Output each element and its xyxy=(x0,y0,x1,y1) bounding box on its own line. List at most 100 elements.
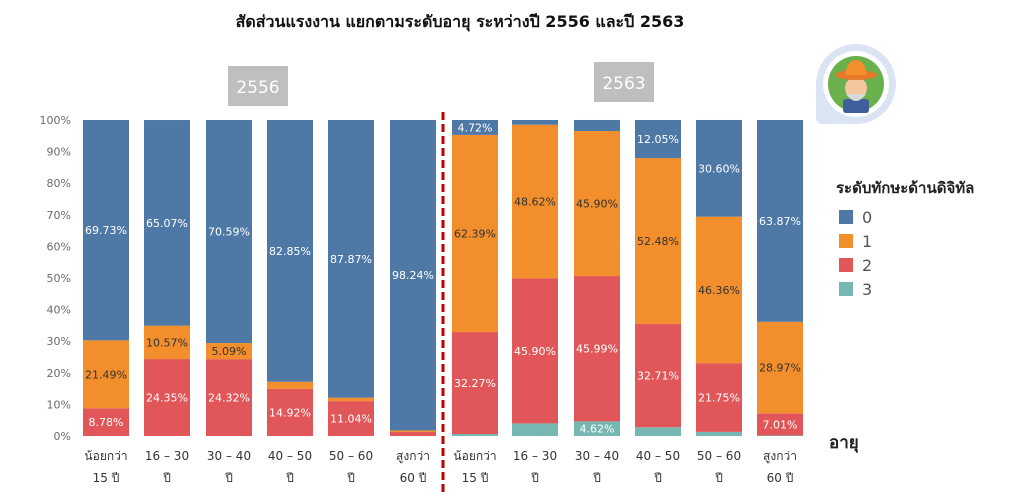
x-tick-label: ปี xyxy=(286,471,294,485)
bar-segment-level-0 xyxy=(206,120,252,344)
data-label: 21.49% xyxy=(85,368,127,381)
bar-segment-level-1 xyxy=(206,343,252,360)
data-label: 69.73% xyxy=(85,224,127,237)
data-label: 4.72% xyxy=(458,121,493,134)
data-label: 45.99% xyxy=(576,343,618,356)
y-tick-label: 80% xyxy=(47,177,71,190)
y-tick-label: 40% xyxy=(47,304,71,317)
bar-segment-level-0 xyxy=(696,119,742,217)
x-tick-label: 60 ปี xyxy=(400,471,427,485)
x-tick-label: ปี xyxy=(163,471,171,485)
bar-segment-level-2 xyxy=(635,323,681,428)
bar-segment-level-3 xyxy=(452,434,498,436)
x-tick-label: น้อยกว่า xyxy=(84,449,127,463)
data-label: 30.60% xyxy=(698,162,740,175)
data-label: 65.07% xyxy=(146,217,188,230)
y-tick-label: 10% xyxy=(47,398,71,411)
legend-swatch xyxy=(839,234,853,248)
bar-segment-level-2 xyxy=(328,401,374,436)
bar-segment-level-2 xyxy=(757,413,803,436)
bar-segment-level-0 xyxy=(574,119,620,132)
bar-segment-level-1 xyxy=(757,321,803,414)
data-label: 32.71% xyxy=(637,370,679,383)
x-tick-label: ปี xyxy=(225,471,233,485)
data-label: 12.05% xyxy=(637,133,679,146)
bar-segment-level-0 xyxy=(328,120,374,398)
legend-entry: 0 xyxy=(862,208,872,227)
data-label: 82.85% xyxy=(269,245,311,258)
bar-segment-level-0 xyxy=(452,120,498,135)
bar-segment-level-1 xyxy=(452,134,498,333)
legend-title: ระดับทักษะด้านดิจิทัล xyxy=(836,179,974,197)
data-label: 14.92% xyxy=(269,406,311,419)
bar-segment-level-2 xyxy=(144,359,190,436)
data-label: 10.57% xyxy=(146,336,188,349)
data-label: 11.04% xyxy=(330,413,372,426)
year-badge-2556-text: 2556 xyxy=(236,78,279,98)
x-tick-label: สูงกว่า xyxy=(763,449,797,464)
x-tick-label: สูงกว่า xyxy=(396,449,430,464)
year-badge-2563-text: 2563 xyxy=(602,74,645,94)
bar-segment-level-2 xyxy=(512,278,558,424)
bar-segment-level-2 xyxy=(696,363,742,432)
bar-segment-level-0 xyxy=(83,120,129,341)
y-tick-label: 70% xyxy=(47,209,71,222)
bar-segment-level-2 xyxy=(206,359,252,436)
bar-segment-level-0 xyxy=(390,120,436,431)
data-label: 21.75% xyxy=(698,392,740,405)
data-label: 4.62% xyxy=(580,423,615,436)
legend-swatch xyxy=(839,210,853,224)
legend: ระดับทักษะด้านดิจิทัล 0 1 2 3 xyxy=(836,179,974,299)
data-label: 32.27% xyxy=(454,377,496,390)
y-tick-label: 60% xyxy=(47,240,71,253)
bar-segment-level-0 xyxy=(757,120,803,322)
data-label: 45.90% xyxy=(514,345,556,358)
bar-segment-level-1 xyxy=(635,158,681,324)
data-label: 24.32% xyxy=(208,392,250,405)
bar-segment-level-1 xyxy=(83,340,129,409)
bar-segment-level-0 xyxy=(144,120,190,326)
x-tick-label: 15 ปี xyxy=(93,471,120,485)
bars xyxy=(83,119,803,436)
data-label: 52.48% xyxy=(637,235,679,248)
data-label: 48.62% xyxy=(514,196,556,209)
data-label: 63.87% xyxy=(759,215,801,228)
data-label: 62.39% xyxy=(454,227,496,240)
x-tick-label: 16 – 30 xyxy=(513,449,557,463)
data-label: 46.36% xyxy=(698,284,740,297)
y-tick-label: 0% xyxy=(54,430,71,443)
bar-segment-level-2 xyxy=(574,276,620,422)
bar-segment-level-3 xyxy=(574,421,620,436)
x-tick-label: 50 – 60 xyxy=(697,449,741,463)
legend-entry: 1 xyxy=(862,232,872,251)
farmer-avatar-icon xyxy=(816,44,896,124)
data-label: 45.90% xyxy=(576,198,618,211)
chart-title: สัดส่วนแรงงาน แยกตามระดับอายุ ระหว่างปี … xyxy=(236,12,685,32)
x-tick-label: 15 ปี xyxy=(462,471,489,485)
y-tick-label: 50% xyxy=(47,272,71,285)
x-tick-label: 50 – 60 xyxy=(329,449,373,463)
year-badge-2563: 2563 xyxy=(594,62,654,102)
data-label: 7.01% xyxy=(763,418,798,431)
legend-entry: 2 xyxy=(862,256,872,275)
legend-entry: 3 xyxy=(862,280,872,299)
x-tick-label: ปี xyxy=(347,471,355,485)
bar-segment-level-2 xyxy=(452,332,498,435)
x-tick-label: ปี xyxy=(654,471,662,485)
data-label: 5.09% xyxy=(212,345,247,358)
data-label: 70.59% xyxy=(208,226,250,239)
bar-segment-level-0 xyxy=(267,120,313,382)
legend-swatch xyxy=(839,258,853,272)
bar-segment-level-1 xyxy=(390,430,436,433)
bar-segment-level-3 xyxy=(696,431,742,436)
x-axis-title: อายุ xyxy=(829,433,859,453)
x-tick-label: ปี xyxy=(715,471,723,485)
bar-segment-level-2 xyxy=(267,388,313,436)
data-label: 8.78% xyxy=(89,416,124,429)
x-tick-label: น้อยกว่า xyxy=(453,449,496,463)
x-tick-label: 40 – 50 xyxy=(636,449,680,463)
x-tick-label: ปี xyxy=(531,471,539,485)
legend-swatch xyxy=(839,282,853,296)
bar-segment-level-1 xyxy=(574,131,620,277)
